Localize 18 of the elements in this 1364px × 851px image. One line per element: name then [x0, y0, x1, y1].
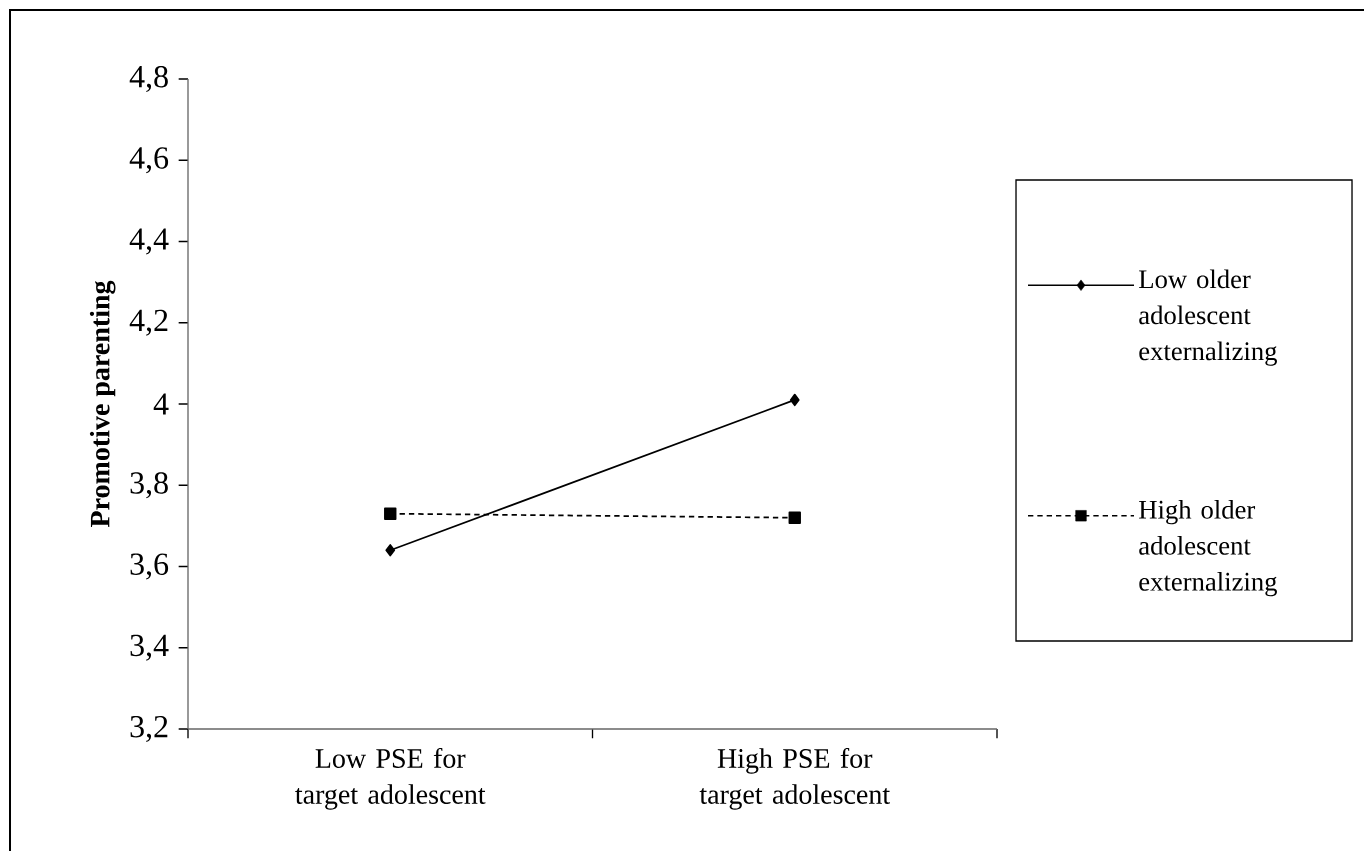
- y-tick-label: 4,6: [129, 147, 169, 174]
- x-tick-label: High PSE for target adolescent: [699, 747, 890, 810]
- y-axis-title: Promotive parenting: [89, 280, 116, 528]
- y-tick-label: 3,4: [130, 634, 169, 661]
- y-tick-label: 3,2: [130, 715, 168, 743]
- y-tick-label: 4,8: [129, 65, 168, 93]
- x-tick-label: Low PSE for target adolescent: [295, 747, 486, 810]
- point: [788, 511, 801, 524]
- point: [789, 393, 800, 407]
- y-tick-label: 4,2: [129, 309, 168, 336]
- y-tick-label: 4: [153, 393, 169, 415]
- y-tick-label: 3,6: [130, 553, 169, 580]
- y-tick-label: 4,4: [129, 228, 169, 255]
- legend-label: High older adolescent externalizing: [1139, 500, 1277, 597]
- point: [384, 507, 397, 520]
- y-tick-label: 3,8: [130, 472, 168, 499]
- legend-label: Low older adolescent externalizing: [1139, 269, 1277, 366]
- point: [385, 544, 396, 557]
